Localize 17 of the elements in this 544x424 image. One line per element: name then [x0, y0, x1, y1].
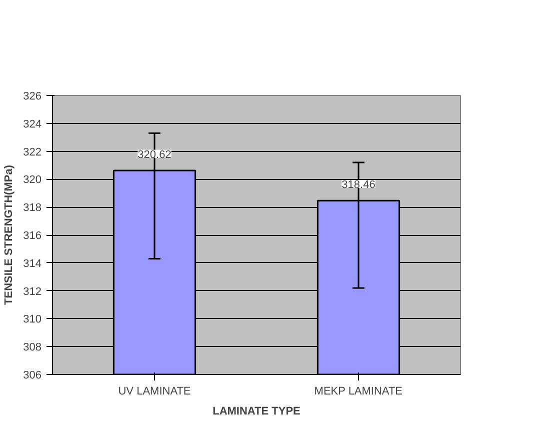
y-tick-label: 318: [23, 202, 42, 214]
y-tick-label: 324: [23, 118, 42, 130]
y-tick-label: 312: [23, 286, 42, 298]
y-tick-label: 326: [23, 90, 42, 102]
y-tick-label: 314: [23, 258, 42, 270]
y-tick-label: 320: [23, 174, 42, 186]
x-tick-label: UV LAMINATE: [118, 386, 191, 398]
data-label: 320.62: [138, 148, 172, 161]
data-label: 318.46: [342, 178, 376, 191]
y-tick-label: 308: [23, 342, 42, 354]
y-tick-label: 310: [23, 314, 42, 326]
y-axis-title: TENSILE STRENGTH(MPa): [3, 164, 16, 305]
y-tick-label: 316: [23, 230, 42, 242]
y-tick-label: 322: [23, 146, 42, 158]
x-axis-title: LAMINATE TYPE: [212, 406, 300, 418]
x-tick-label: MEKP LAMINATE: [314, 386, 403, 398]
y-tick-label: 306: [23, 370, 42, 382]
